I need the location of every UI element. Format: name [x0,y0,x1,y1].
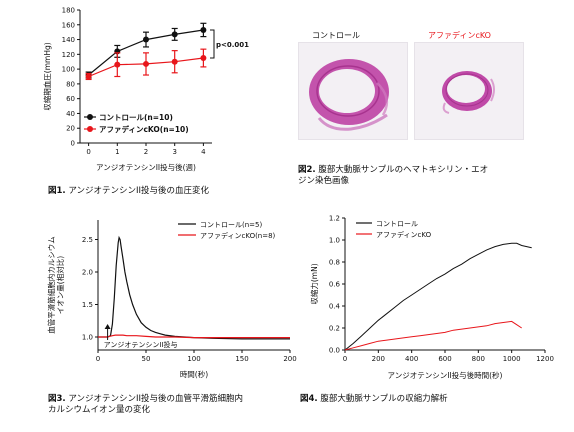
x-tick-label: 0 [96,355,100,363]
y-tick-label: 40 [66,110,75,118]
x-tick-label: 100 [187,355,200,363]
y-tick-label: 160 [62,21,75,29]
y-axis-label: 収縮期血圧(mmHg) [42,42,52,110]
y-tick-label: 0.2 [329,325,340,333]
y-tick-label: 80 [66,80,75,88]
caption-fig1: 図1. アンジオテンシンII投与後の血圧変化 [48,186,210,196]
y-tick-label: 1.5 [82,301,93,309]
x-tick-label: 150 [235,355,248,363]
significance-bracket [210,29,215,59]
y-axis-label: 血管平滑筋細胞内カルシウム [46,236,56,334]
x-tick-label: 200 [372,355,385,363]
legend-label: アファディンcKO [376,230,432,239]
y-tick-label: 20 [66,125,75,133]
legend-marker [87,114,93,120]
injection-label: アンジオテンシンII投与 [104,340,178,349]
photo-right-title: アファディンcKO [428,31,491,40]
series-line-1 [98,334,290,339]
data-point [171,58,178,65]
caption-fig4: 図4. 腹部大動脈サンプルの収縮力解析 [300,394,448,404]
y-tick-label: 1.2 [329,215,340,223]
y-tick-label: 140 [62,36,75,44]
x-tick-label: 400 [405,355,418,363]
data-point [85,73,92,80]
injection-arrow-head [104,324,111,329]
data-point [143,36,149,43]
legend-label: コントロール(n=10) [99,113,173,122]
y-tick-label: 2.5 [82,236,93,244]
y-tick-label: 180 [62,7,75,15]
x-tick-label: 800 [472,355,485,363]
x-tick-label: 4 [201,148,206,156]
x-axis-label: 時間(秒) [180,369,208,379]
x-tick-label: 0 [86,148,90,156]
x-tick-label: 1 [115,148,119,156]
p-value-annotation: p<0.001 [216,41,249,49]
data-point [171,31,178,38]
y-tick-label: 1.0 [82,334,93,342]
x-tick-label: 2 [144,148,148,156]
y-tick-label: 0.4 [329,303,341,311]
y-tick-label: 120 [62,51,75,59]
x-tick-label: 3 [172,148,176,156]
data-point [143,60,149,67]
y-tick-label: 2.0 [82,269,93,277]
data-point [114,61,121,68]
legend-label: アファディンcKO(n=10) [99,124,189,134]
x-tick-label: 1200 [536,355,554,363]
legend-label: アファディンcKO(n=8) [200,231,276,240]
x-tick-label: 200 [283,355,296,363]
series-line-0 [344,242,532,351]
caption-fig3: 図3. アンジオテンシンII投与後の血管平滑筋細胞内 カルシウムイオン量の変化 [48,394,244,415]
series-line-1 [344,320,522,351]
y-axis-label: 収縮力(mN) [309,263,319,304]
data-point [200,26,207,33]
y-tick-label: 0.8 [329,259,340,267]
legend-label: コントロール(n=5) [200,221,262,229]
y-tick-label: 60 [66,95,75,103]
x-axis-label: アンジオテンシンII投与後時間(秒) [388,370,503,380]
data-point [200,55,207,62]
he-stain-image-cko [414,42,524,140]
y-axis-label: イオン量(相対比) [55,256,65,314]
y-tick-label: 100 [62,66,75,74]
x-tick-label: 0 [343,355,347,363]
x-tick-label: 50 [142,355,151,363]
photo-left-title: コントロール [312,31,360,40]
y-tick-label: 0.0 [329,347,340,355]
y-tick-label: 0 [71,140,75,148]
x-tick-label: 600 [438,355,451,363]
caption-fig2: 図2. 腹部大動脈サンプルのヘマトキシリン・エオ ジン染色画像 [298,165,489,186]
legend-marker [87,126,93,132]
y-tick-label: 0.6 [329,281,341,289]
he-stain-image-control [298,42,408,140]
y-tick-label: 1.0 [329,237,340,245]
legend-label: コントロール [376,220,418,228]
x-axis-label: アンジオテンシンII投与後(週) [96,162,196,172]
x-tick-label: 1000 [503,355,521,363]
